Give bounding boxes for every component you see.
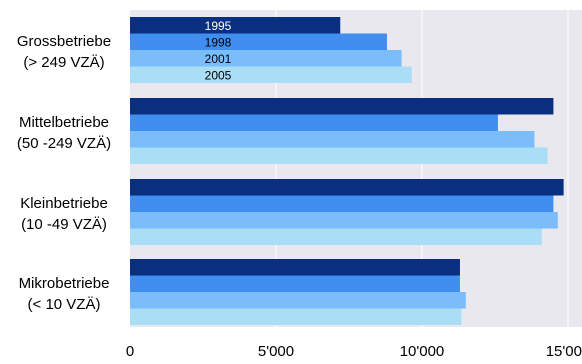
- bar: [130, 195, 554, 212]
- category-label: Mikrobetriebe: [19, 275, 110, 292]
- bar: [130, 179, 564, 196]
- bar: [130, 98, 554, 115]
- bar: [130, 308, 462, 325]
- bar: [130, 259, 460, 276]
- x-tick-label: 10'000: [400, 343, 445, 360]
- bar: [130, 114, 498, 131]
- bar: [130, 50, 402, 67]
- category-label: Kleinbetriebe: [20, 195, 108, 212]
- category-label: (10 -49 VZÄ): [21, 216, 107, 233]
- bar: [130, 66, 412, 83]
- x-tick-label: 0: [126, 343, 134, 360]
- bar: [130, 147, 548, 164]
- category-label: Grossbetriebe: [17, 33, 111, 50]
- x-tick-label: 5'000: [258, 343, 294, 360]
- bar: [130, 131, 535, 148]
- bar: [130, 17, 341, 34]
- category-label: (< 10 VZÄ): [28, 296, 101, 313]
- category-label: (50 -249 VZÄ): [17, 135, 111, 152]
- series-label: 1995: [205, 19, 232, 33]
- x-axis-tick-labels: 0 5'000 10'000 15'000: [126, 343, 582, 360]
- bar: [130, 228, 542, 245]
- category-labels: Grossbetriebe (> 249 VZÄ) Mittelbetriebe (5…: [17, 33, 111, 313]
- bar: [130, 212, 558, 229]
- series-label: 1998: [205, 35, 232, 49]
- bars: [130, 17, 564, 325]
- bar: [130, 33, 387, 50]
- bar: [130, 275, 460, 292]
- series-label: 2005: [205, 68, 232, 82]
- x-tick-label: 15'000: [546, 343, 582, 360]
- category-label: (> 249 VZÄ): [23, 54, 104, 71]
- category-label: Mittelbetriebe: [19, 114, 109, 131]
- series-label: 2001: [205, 52, 232, 66]
- series-labels: 1995 1998 2001 2005: [205, 19, 232, 83]
- bar: [130, 292, 466, 309]
